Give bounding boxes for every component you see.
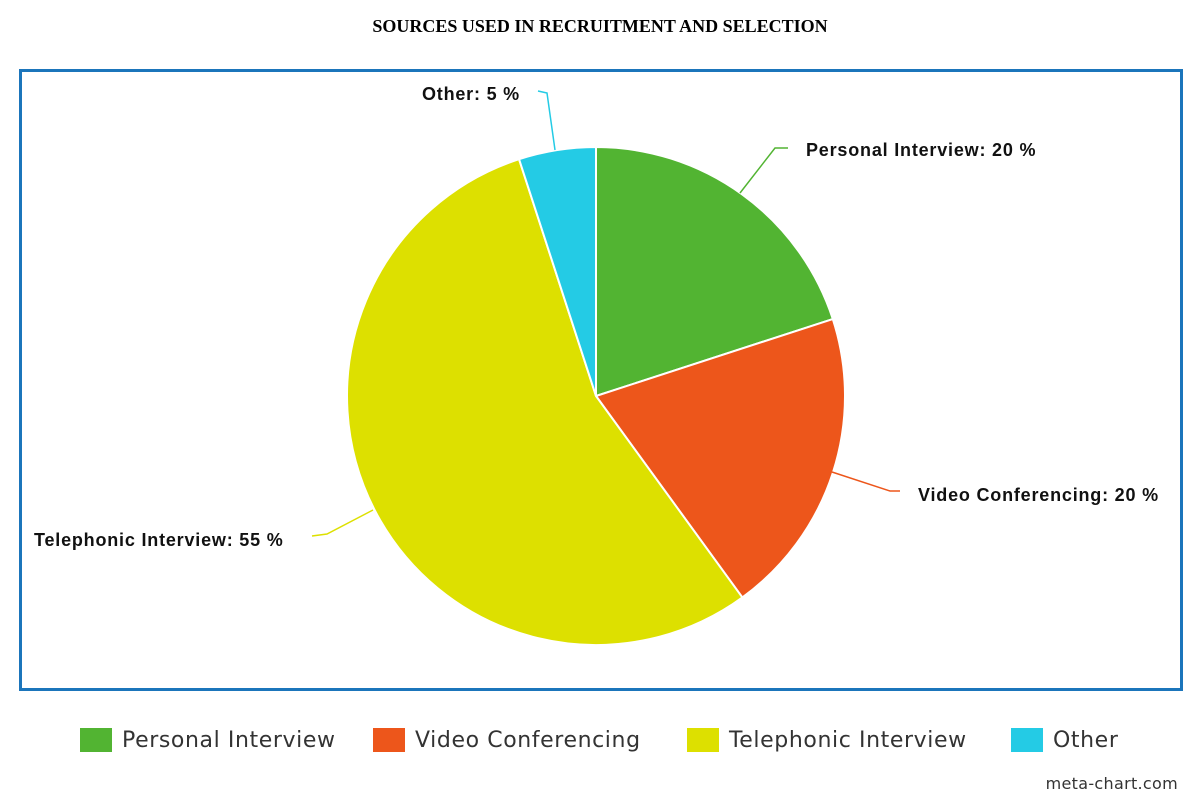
chart-title: SOURCES USED IN RECRUITMENT AND SELECTIO… (372, 16, 828, 36)
slice-label: Personal Interview: 20 % (806, 140, 1036, 160)
legend-item-other[interactable]: Other (1011, 722, 1118, 758)
watermark: meta-chart.com (1045, 774, 1178, 793)
legend-item-personal-interview[interactable]: Personal Interview (80, 722, 336, 758)
legend-item-video-conferencing[interactable]: Video Conferencing (373, 722, 641, 758)
leader-line (311, 509, 374, 537)
pie-slice-personal-interview[interactable] (595, 146, 834, 397)
pie-slice-other[interactable] (518, 146, 597, 397)
pie-slice-telephonic-interview[interactable] (346, 158, 744, 646)
chart-frame (19, 69, 1183, 691)
leader-line (537, 90, 556, 151)
slice-label: Telephonic Interview: 55 % (34, 530, 284, 550)
slice-label: Other: 5 % (422, 84, 520, 104)
legend-swatch (1011, 728, 1043, 752)
legend-swatch (80, 728, 112, 752)
legend-label: Telephonic Interview (729, 727, 967, 753)
legend-swatch (373, 728, 405, 752)
legend-item-telephonic-interview[interactable]: Telephonic Interview (687, 722, 967, 758)
legend: Personal Interview Video Conferencing Te… (0, 722, 1200, 758)
slice-label: Video Conferencing: 20 % (918, 485, 1159, 505)
legend-label: Personal Interview (122, 727, 336, 753)
leader-line (831, 471, 900, 492)
leader-line (739, 147, 788, 194)
legend-label: Video Conferencing (415, 727, 641, 753)
legend-swatch (687, 728, 719, 752)
legend-label: Other (1053, 727, 1119, 753)
